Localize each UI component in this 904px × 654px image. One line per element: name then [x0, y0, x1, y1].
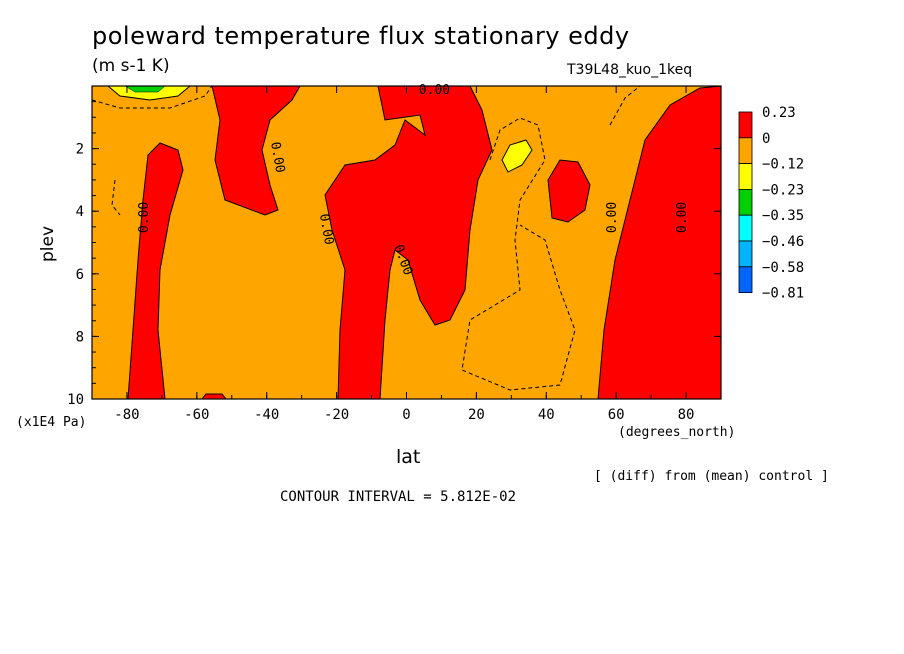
contour-label: 0.00 [137, 202, 152, 233]
red-region-center [324, 85, 493, 400]
run-id: T39L48_kuo_1keq [567, 62, 693, 78]
contour-label: 0.00 [605, 202, 620, 233]
x-tick-label: 80 [678, 407, 695, 423]
contour-interval: CONTOUR INTERVAL = 5.812E-02 [280, 489, 517, 505]
legend-label: −0.23 [762, 182, 804, 198]
y-axis: 2 4 6 8 10 [67, 101, 721, 408]
dashed-contour-mid [461, 117, 576, 391]
x-axis: -80 -60 -40 -20 0 20 40 60 80 [91, 86, 722, 423]
legend-label: −0.12 [762, 157, 804, 173]
y-axis-unit: (x1E4 Pa) [16, 415, 87, 430]
contour-label: 0.00 [675, 202, 690, 233]
negative-contours [91, 85, 641, 391]
x-axis-unit: (degrees_north) [618, 425, 736, 440]
dashed-contour-top-right [609, 85, 641, 126]
contour-label: 0.00 [267, 141, 287, 174]
legend-swatch [738, 137, 753, 165]
legend-swatch [738, 214, 753, 242]
x-tick-label: 40 [538, 407, 555, 423]
red-region-south-band [127, 142, 184, 400]
yellow-region-mid [501, 139, 533, 173]
color-legend: 0.23 0 −0.12 −0.23 −0.35 −0.46 −0.58 −0.81 [738, 105, 804, 302]
legend-label: −0.81 [762, 286, 804, 302]
x-tick-label: 60 [608, 407, 625, 423]
contour-label: 0.00 [419, 83, 450, 98]
chart-title: poleward temperature flux stationary edd… [92, 22, 630, 50]
legend-label: −0.46 [762, 234, 804, 250]
legend-swatch [738, 111, 753, 139]
legend-swatch [738, 188, 753, 216]
x-tick-label: 20 [468, 407, 485, 423]
chart-units: (m s-1 K) [92, 56, 170, 76]
y-tick-label: 8 [76, 329, 84, 345]
diff-note: [ (diff) from (mean) control ] [594, 469, 829, 484]
x-tick-label: -60 [184, 407, 209, 423]
x-tick-label: 0 [402, 407, 410, 423]
x-axis-label: lat [396, 446, 421, 468]
legend-swatch [738, 163, 753, 190]
legend-label: −0.35 [762, 208, 804, 224]
y-tick-label: 2 [76, 142, 84, 158]
dashed-contour-top-left [91, 85, 213, 109]
legend-swatch [738, 266, 753, 293]
x-tick-label: -80 [114, 407, 139, 423]
legend-swatch [738, 240, 753, 268]
red-region-bottom-left [200, 393, 228, 400]
legend-label: −0.58 [762, 260, 804, 276]
x-tick-label: -40 [254, 407, 279, 423]
contour-label: 0.00 [316, 213, 336, 246]
red-region-right-blob [547, 159, 591, 223]
legend-label: 0.23 [762, 105, 796, 121]
y-tick-label: 4 [76, 204, 84, 220]
x-tick-label: -20 [324, 407, 349, 423]
red-region-top-left [211, 85, 301, 216]
dashed-contour-left [111, 179, 121, 216]
legend-label: 0 [762, 131, 770, 147]
y-tick-label: 10 [67, 392, 84, 408]
contour-fills [92, 85, 722, 400]
y-tick-label: 6 [76, 267, 84, 283]
